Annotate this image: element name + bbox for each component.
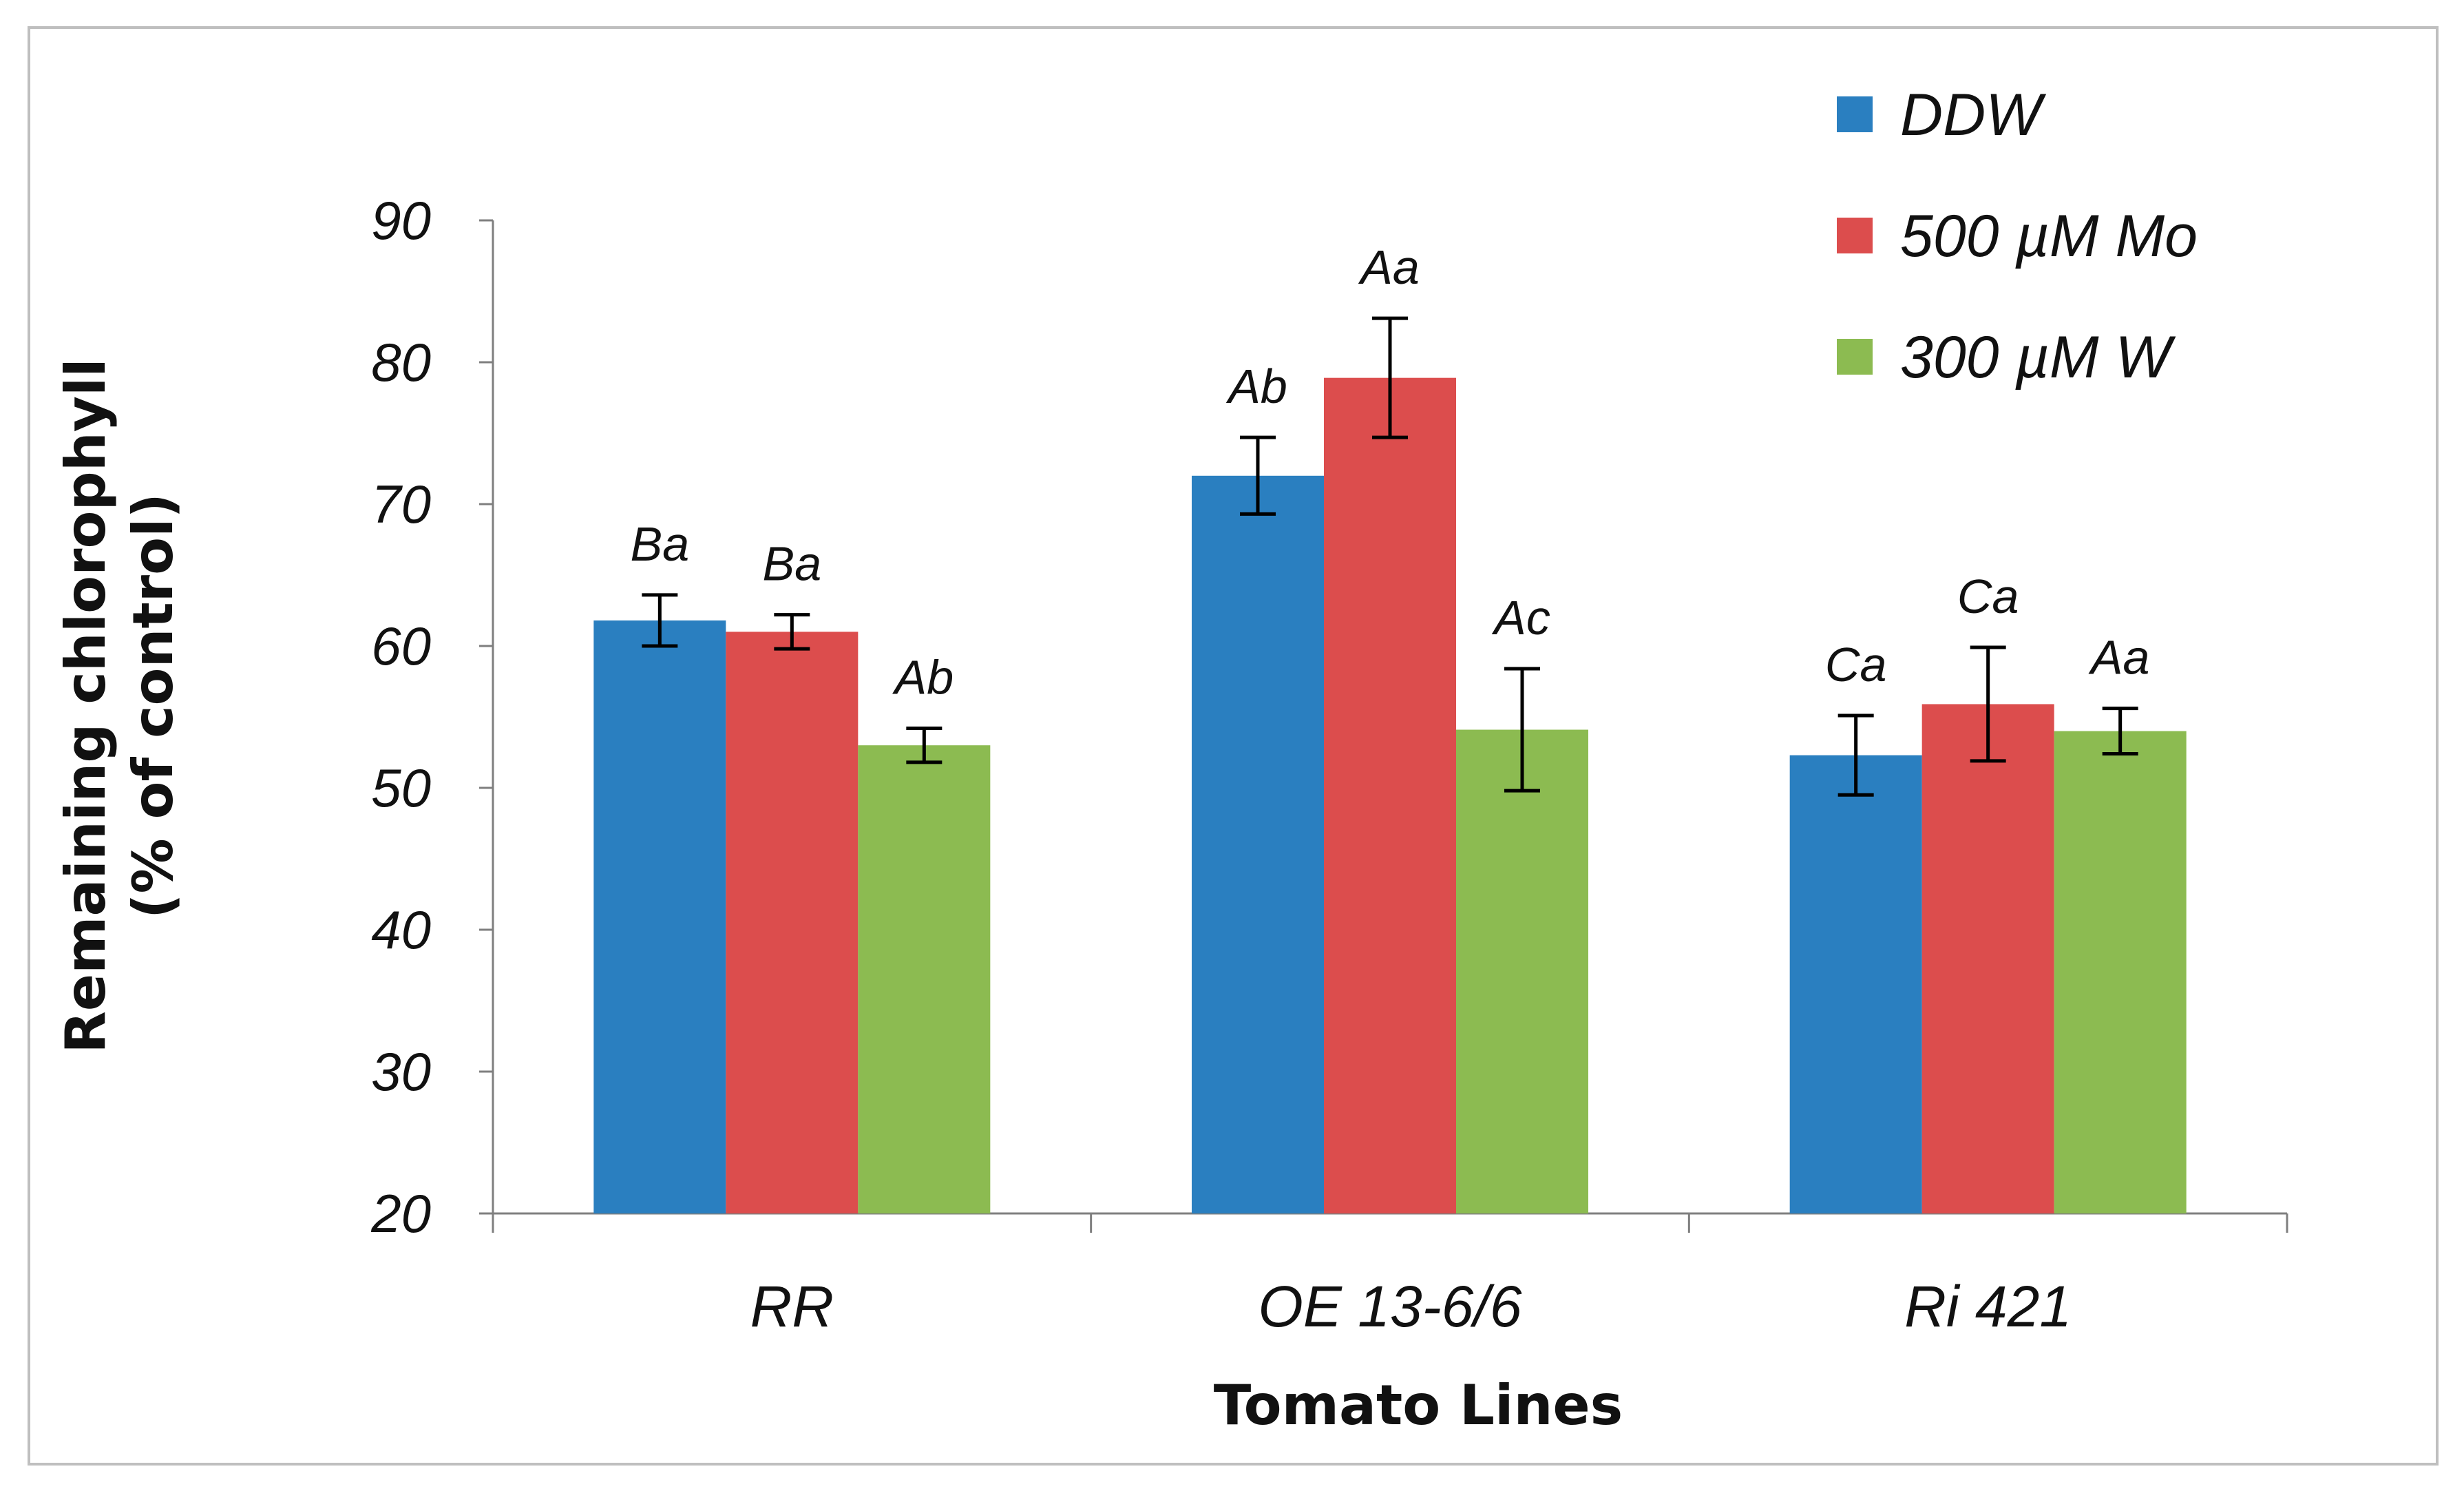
- legend-swatch: [1837, 96, 1873, 132]
- significance-label: Ba: [631, 517, 690, 571]
- x-axis-title: Tomato Lines: [1214, 1373, 1623, 1437]
- x-category-label: Ri 421: [1904, 1274, 2072, 1339]
- y-tick-label: 70: [371, 474, 431, 534]
- bar: [1921, 704, 2054, 1213]
- y-axis-title-line-2: (% of control): [121, 493, 185, 919]
- significance-label: Ca: [1825, 638, 1886, 691]
- legend-label: 300 µM W: [1900, 324, 2176, 390]
- significance-label: Ac: [1491, 591, 1550, 645]
- y-tick-label: 40: [371, 899, 431, 960]
- y-axis-title: Remaining chlorophyll (% of control): [54, 358, 185, 1053]
- significance-label: Ab: [892, 650, 954, 704]
- significance-label: Aa: [1358, 240, 1420, 294]
- bar: [1789, 755, 1922, 1213]
- legend: DDW 500 µM Mo 300 µM W: [1837, 82, 2198, 390]
- significance-label: Aa: [2088, 631, 2150, 685]
- y-axis-title-line-1: Remaining chlorophyll: [54, 358, 118, 1053]
- bar: [726, 632, 859, 1213]
- bar: [593, 620, 726, 1213]
- y-tick-label: 30: [371, 1041, 431, 1102]
- legend-label: 500 µM Mo: [1900, 203, 2198, 269]
- bar: [858, 745, 991, 1213]
- y-tick-label: 50: [371, 758, 431, 818]
- x-category-label: RR: [750, 1274, 834, 1339]
- bar: [2054, 731, 2187, 1213]
- significance-label: Ab: [1225, 359, 1287, 413]
- significance-label: Ba: [763, 537, 822, 591]
- y-tick-label: 80: [371, 332, 431, 393]
- significance-label: Ca: [1957, 570, 2019, 623]
- y-tick-label: 90: [371, 190, 431, 251]
- bar: [1324, 377, 1456, 1214]
- y-tick-label: 60: [371, 616, 431, 676]
- legend-label: DDW: [1900, 82, 2046, 148]
- bar: [1192, 475, 1324, 1213]
- x-category-label: OE 13-6/6: [1259, 1274, 1522, 1339]
- y-tick-label: 20: [370, 1183, 431, 1244]
- bar: [1456, 729, 1588, 1213]
- plot-area: 20 30 40 50 60 70 80 90 RR Ba Ba Ab OE 13-6/6 Ab Aa Ac R…: [370, 190, 2288, 1339]
- legend-swatch: [1837, 339, 1873, 375]
- legend-swatch: [1837, 218, 1873, 253]
